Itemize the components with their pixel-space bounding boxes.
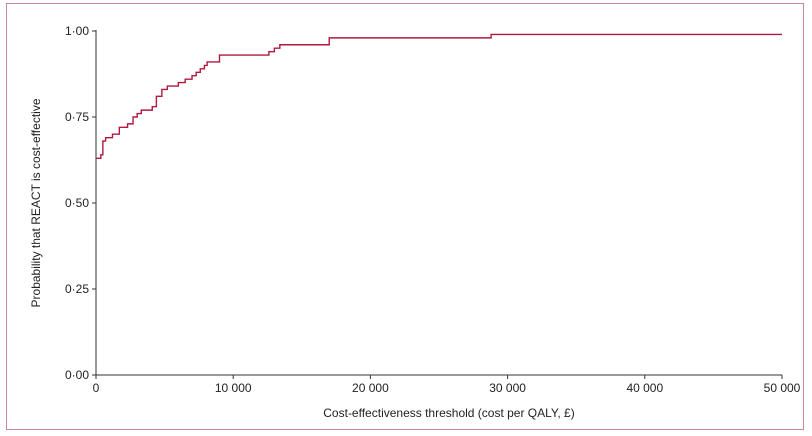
x-tick-label: 20 000 [352,381,389,395]
x-tick-label: 0 [93,381,100,395]
y-tick-label: 1·00 [65,24,89,38]
y-axis: 0·00 0·25 0·50 0·75 1·00 [65,24,97,382]
y-tick-label: 0·25 [65,282,89,296]
figure-frame [6,3,804,430]
y-tick-label: 0·75 [65,110,89,124]
x-tick-label: 50 000 [764,381,801,395]
x-tick-label: 40 000 [626,381,663,395]
y-tick-label: 0·50 [65,196,89,210]
x-axis-label: Cost-effectiveness threshold (cost per Q… [323,406,574,420]
y-tick-label: 0·00 [65,368,89,382]
plot-area [96,33,782,159]
x-axis: 0 10 000 20 000 30 000 40 000 50 000 [93,374,801,395]
series-line-0 [96,33,782,159]
y-axis-label: Probability that REACT is cost-effective [29,98,43,307]
x-tick-label: 30 000 [489,381,526,395]
x-tick-label: 10 000 [215,381,252,395]
